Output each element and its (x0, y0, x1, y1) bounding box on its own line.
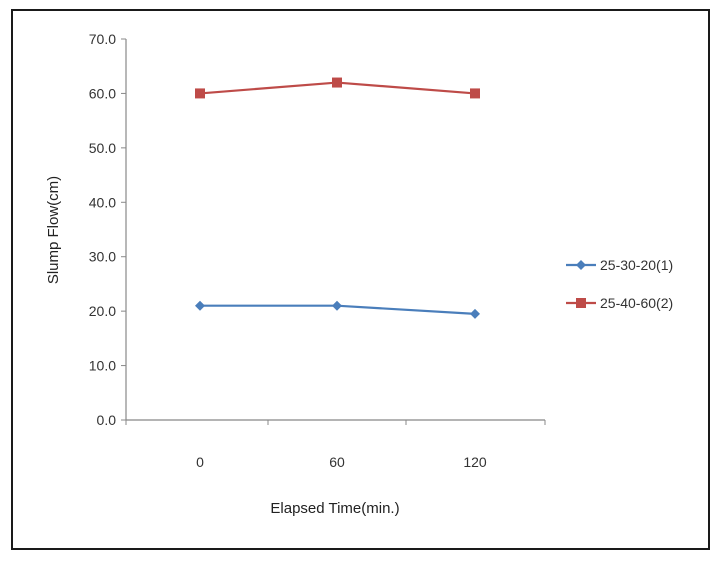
legend-swatch-marker (576, 260, 586, 270)
y-tick-label: 0.0 (97, 412, 117, 428)
legend-label: 25-30-20(1) (600, 257, 673, 273)
legend-entry: 25-30-20(1) (566, 257, 673, 273)
y-tick-label: 30.0 (89, 249, 116, 265)
y-tick-label: 10.0 (89, 358, 116, 374)
y-tick-label: 40.0 (89, 194, 116, 210)
chart-frame (11, 9, 710, 550)
y-tick-label: 60.0 (89, 85, 116, 101)
data-point (470, 88, 480, 99)
y-tick-label: 50.0 (89, 140, 116, 156)
series-1 (195, 300, 480, 319)
axes (125, 39, 545, 421)
y-axis-title: Slump Flow(cm) (45, 176, 62, 284)
y-axis-ticks: 0.0 10.0 20.0 30.0 40.0 50.0 60.0 70.0 (89, 31, 126, 428)
data-point (332, 300, 342, 311)
series-layer (195, 77, 480, 319)
data-point (195, 88, 205, 99)
data-point (195, 300, 205, 311)
legend-swatch-marker (576, 298, 586, 308)
data-point (470, 308, 480, 319)
y-tick-label: 70.0 (89, 31, 116, 47)
series-2 (195, 77, 480, 99)
data-point (332, 77, 342, 88)
legend: 25-30-20(1) 25-40-60(2) (566, 257, 673, 311)
legend-label: 25-40-60(2) (600, 295, 673, 311)
x-tick-label: 60 (329, 454, 345, 470)
legend-entry: 25-40-60(2) (566, 295, 673, 311)
x-tick-label: 0 (196, 454, 204, 470)
x-axis-title: Elapsed Time(min.) (270, 500, 399, 517)
x-axis-ticks: 0 60 120 (125, 420, 546, 470)
y-tick-label: 20.0 (89, 303, 116, 319)
x-tick-label: 120 (463, 454, 487, 470)
